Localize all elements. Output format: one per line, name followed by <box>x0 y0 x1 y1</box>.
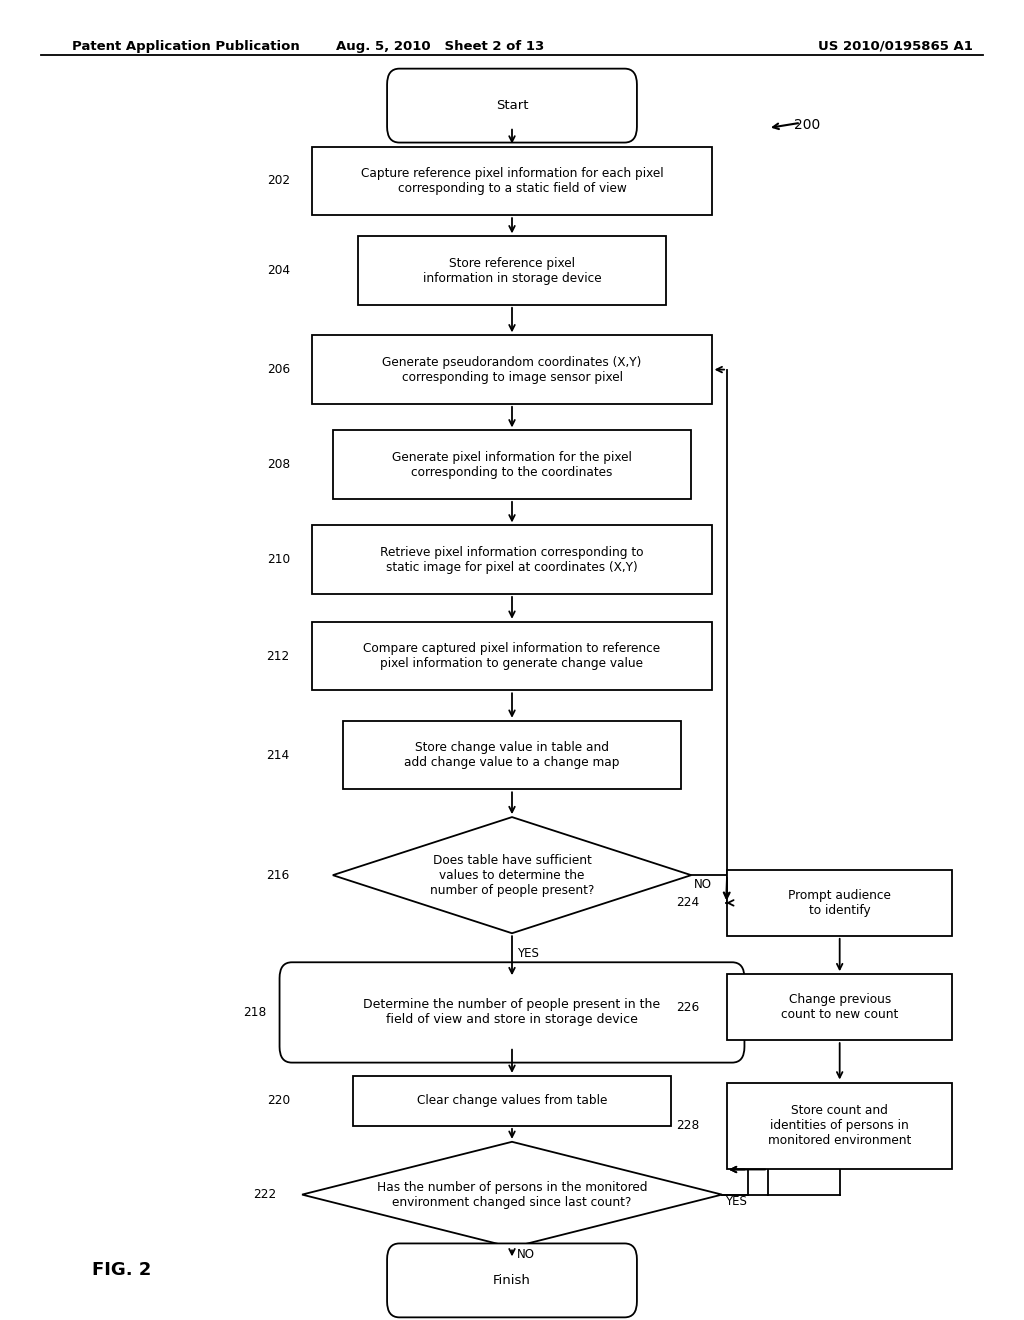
Bar <box>358 236 666 305</box>
Polygon shape <box>333 817 691 933</box>
Text: FIG. 2: FIG. 2 <box>92 1261 152 1279</box>
Bar <box>727 974 952 1040</box>
Bar <box>333 430 691 499</box>
Text: 222: 222 <box>253 1188 276 1201</box>
Bar <box>312 147 712 215</box>
Text: Retrieve pixel information corresponding to
static image for pixel at coordinate: Retrieve pixel information corresponding… <box>380 545 644 574</box>
FancyBboxPatch shape <box>387 69 637 143</box>
Text: Store reference pixel
information in storage device: Store reference pixel information in sto… <box>423 256 601 285</box>
Text: 212: 212 <box>266 649 290 663</box>
Text: Store count and
identities of persons in
monitored environment: Store count and identities of persons in… <box>768 1105 911 1147</box>
Text: Change previous
count to new count: Change previous count to new count <box>781 993 898 1022</box>
Text: 224: 224 <box>676 896 699 909</box>
Text: Determine the number of people present in the
field of view and store in storage: Determine the number of people present i… <box>364 998 660 1027</box>
Text: Prompt audience
to identify: Prompt audience to identify <box>788 888 891 917</box>
Text: 218: 218 <box>243 1006 266 1019</box>
Text: Aug. 5, 2010   Sheet 2 of 13: Aug. 5, 2010 Sheet 2 of 13 <box>336 40 545 53</box>
Text: Generate pseudorandom coordinates (X,Y)
corresponding to image sensor pixel: Generate pseudorandom coordinates (X,Y) … <box>382 355 642 384</box>
Text: Has the number of persons in the monitored
environment changed since last count?: Has the number of persons in the monitor… <box>377 1180 647 1209</box>
Bar <box>727 1082 952 1170</box>
Text: YES: YES <box>725 1195 746 1208</box>
FancyBboxPatch shape <box>387 1243 637 1317</box>
Text: Store change value in table and
add change value to a change map: Store change value in table and add chan… <box>404 741 620 770</box>
Text: Finish: Finish <box>494 1274 530 1287</box>
Polygon shape <box>302 1142 722 1247</box>
Text: Clear change values from table: Clear change values from table <box>417 1094 607 1107</box>
Text: US 2010/0195865 A1: US 2010/0195865 A1 <box>818 40 973 53</box>
Text: 216: 216 <box>266 869 290 882</box>
Text: Patent Application Publication: Patent Application Publication <box>72 40 299 53</box>
Text: Compare captured pixel information to reference
pixel information to generate ch: Compare captured pixel information to re… <box>364 642 660 671</box>
Text: NO: NO <box>694 878 713 891</box>
Text: 200: 200 <box>794 119 820 132</box>
Bar <box>312 335 712 404</box>
Text: 220: 220 <box>266 1094 290 1107</box>
Bar <box>312 622 712 690</box>
Text: 206: 206 <box>266 363 290 376</box>
Text: Start: Start <box>496 99 528 112</box>
Text: Generate pixel information for the pixel
corresponding to the coordinates: Generate pixel information for the pixel… <box>392 450 632 479</box>
Text: 204: 204 <box>266 264 290 277</box>
Text: 202: 202 <box>266 174 290 187</box>
Text: 228: 228 <box>676 1119 699 1133</box>
FancyBboxPatch shape <box>280 962 744 1063</box>
Text: 208: 208 <box>266 458 290 471</box>
Bar <box>312 525 712 594</box>
Bar <box>353 1076 671 1126</box>
Text: 214: 214 <box>266 748 290 762</box>
Text: 226: 226 <box>676 1001 699 1014</box>
Bar <box>727 870 952 936</box>
Text: 210: 210 <box>266 553 290 566</box>
Text: Does table have sufficient
values to determine the
number of people present?: Does table have sufficient values to det… <box>430 854 594 896</box>
Bar <box>343 721 681 789</box>
Text: YES: YES <box>517 946 539 960</box>
Text: Capture reference pixel information for each pixel
corresponding to a static fie: Capture reference pixel information for … <box>360 166 664 195</box>
Text: NO: NO <box>517 1247 536 1261</box>
